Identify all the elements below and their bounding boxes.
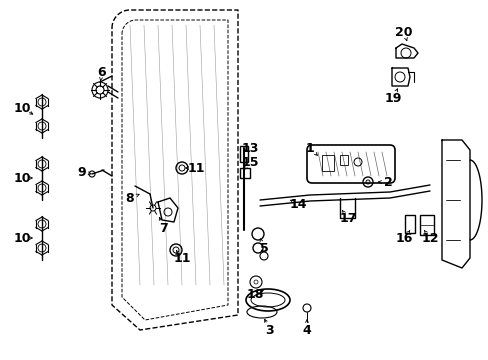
Text: 20: 20	[394, 26, 412, 39]
Text: 13: 13	[241, 141, 258, 154]
Bar	[404, 215, 414, 233]
Bar	[339, 155, 347, 165]
Text: 10: 10	[13, 171, 31, 185]
Text: 7: 7	[159, 221, 168, 234]
Text: 3: 3	[265, 324, 274, 337]
Text: 6: 6	[98, 66, 106, 78]
Bar	[321, 155, 333, 171]
Text: 4: 4	[302, 324, 311, 337]
Text: 14: 14	[289, 198, 306, 211]
Text: 10: 10	[13, 102, 31, 114]
Text: 5: 5	[259, 242, 268, 255]
Bar	[419, 215, 433, 235]
Text: 10: 10	[13, 231, 31, 244]
Bar	[240, 146, 247, 162]
Text: 2: 2	[383, 176, 391, 189]
Text: 15: 15	[241, 156, 258, 168]
Bar	[240, 168, 249, 178]
Text: 11: 11	[187, 162, 204, 175]
Text: 9: 9	[78, 166, 86, 179]
Text: 11: 11	[173, 252, 190, 265]
Text: 12: 12	[420, 231, 438, 244]
Text: 18: 18	[246, 288, 263, 302]
Text: 19: 19	[384, 91, 401, 104]
Text: 16: 16	[394, 231, 412, 244]
Text: 17: 17	[339, 212, 356, 225]
Text: 1: 1	[305, 141, 314, 154]
Text: 8: 8	[125, 192, 134, 204]
